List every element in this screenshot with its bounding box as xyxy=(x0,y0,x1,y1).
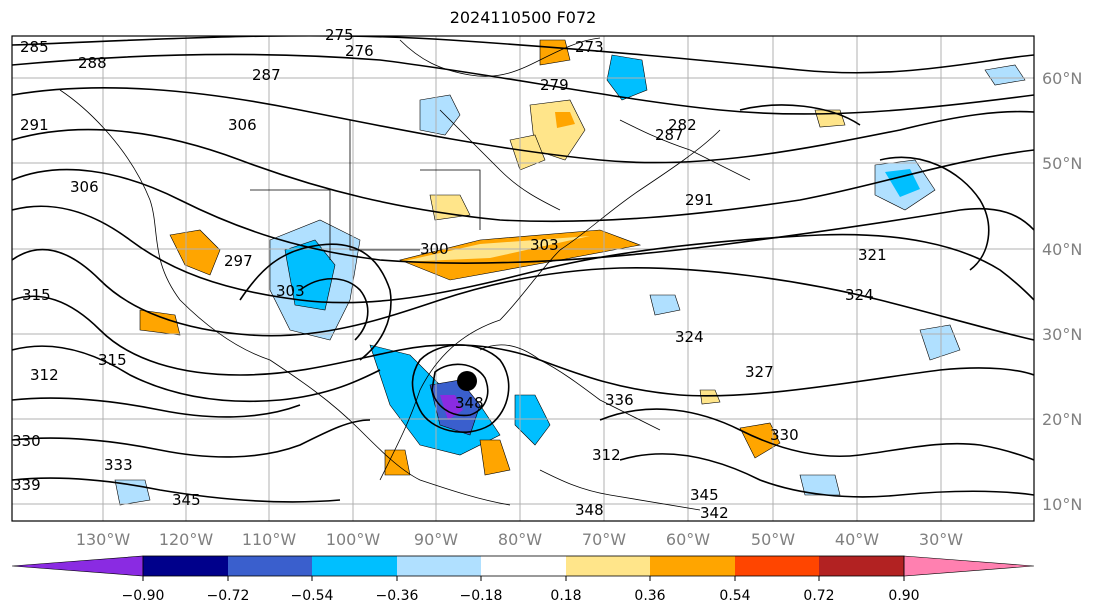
contour-label: 336 xyxy=(605,391,634,409)
contour-label: 279 xyxy=(540,76,569,94)
contour-label: 321 xyxy=(858,246,887,264)
contour-label: 285 xyxy=(20,38,49,56)
colorbar-tick-label: −0.90 xyxy=(122,588,165,604)
contour-label: 282 xyxy=(668,116,697,134)
lon-label: 130°W xyxy=(76,530,131,549)
colorbar-ticks xyxy=(142,576,905,581)
colorbar-segment xyxy=(312,556,397,576)
lon-label: 110°W xyxy=(242,530,297,549)
contour-label: 297 xyxy=(224,252,253,270)
colorbar-tick-label: 0.72 xyxy=(803,588,834,604)
longitude-labels: 130°W 120°W 110°W 100°W 90°W 80°W 70°W 6… xyxy=(76,530,963,549)
colorbar-segment xyxy=(11,555,144,577)
colorbar-segment xyxy=(819,556,904,576)
contour-label: 333 xyxy=(104,456,133,474)
lon-label: 80°W xyxy=(498,530,542,549)
colorbar-tick-label: −0.18 xyxy=(460,588,503,604)
contour-label: 275 xyxy=(325,26,354,44)
contour-label: 348 xyxy=(575,501,604,519)
lon-label: 120°W xyxy=(159,530,214,549)
colorbar-tick-label: 0.36 xyxy=(634,588,665,604)
contour-label: 315 xyxy=(98,351,127,369)
lon-label: 30°W xyxy=(919,530,963,549)
contour-label: 288 xyxy=(78,54,107,72)
colorbar-segment xyxy=(228,556,312,576)
colorbar-segment xyxy=(397,556,481,576)
lat-label: 20°N xyxy=(1042,410,1082,429)
colorbar-tick-label: 0.90 xyxy=(888,588,919,604)
contour-label: 306 xyxy=(228,116,257,134)
lat-label: 10°N xyxy=(1042,495,1082,514)
contour-label: 345 xyxy=(172,491,201,509)
map-border xyxy=(11,35,1035,522)
colorbar-segment xyxy=(566,556,650,576)
contour-label: 287 xyxy=(655,126,684,144)
contour-label: 291 xyxy=(20,116,49,134)
contour-label: 287 xyxy=(252,66,281,84)
storm-center-marker xyxy=(457,371,477,391)
latitude-labels: 60°N 50°N 40°N 30°N 20°N 10°N xyxy=(1042,69,1082,514)
contour-label: 306 xyxy=(70,178,99,196)
contour-label: 312 xyxy=(30,366,59,384)
lat-label: 50°N xyxy=(1042,154,1082,173)
contour-label: 339 xyxy=(12,476,41,494)
map-title: 2024110500 F072 xyxy=(449,8,597,27)
colorbar-tick-label: 0.18 xyxy=(550,588,581,604)
colorbar: −0.90 −0.72 −0.54 −0.36 −0.18 0.18 0.36 … xyxy=(11,555,1035,604)
contour-label: 324 xyxy=(845,286,874,304)
colorbar-segment xyxy=(903,555,1035,577)
colorbar-tick-label: −0.54 xyxy=(291,588,334,604)
contour-label: 303 xyxy=(530,236,559,254)
shaded-anomalies xyxy=(114,39,1026,506)
colorbar-segment xyxy=(481,556,566,576)
lat-label: 40°N xyxy=(1042,240,1082,259)
contour-label: 315 xyxy=(22,286,51,304)
height-contours xyxy=(12,36,1034,503)
contour-label: 327 xyxy=(745,363,774,381)
colorbar-tick-label: −0.72 xyxy=(207,588,250,604)
lon-label: 50°W xyxy=(751,530,795,549)
contour-label: 330 xyxy=(12,432,41,450)
contour-label: 300 xyxy=(420,240,449,258)
lon-label: 70°W xyxy=(582,530,626,549)
colorbar-segment xyxy=(143,556,228,576)
lat-label: 30°N xyxy=(1042,325,1082,344)
contour-label: 345 xyxy=(690,486,719,504)
contour-label: 348 xyxy=(455,394,484,412)
lon-label: 60°W xyxy=(666,530,710,549)
contour-label: 276 xyxy=(345,42,374,60)
contour-label: 342 xyxy=(700,504,729,522)
contour-label: 273 xyxy=(575,38,604,56)
coastlines xyxy=(59,37,751,511)
contour-label: 330 xyxy=(770,426,799,444)
lon-label: 40°W xyxy=(835,530,879,549)
colorbar-tick-label: 0.54 xyxy=(719,588,750,604)
lat-label: 60°N xyxy=(1042,69,1082,88)
colorbar-segment xyxy=(650,556,735,576)
lon-label: 90°W xyxy=(414,530,458,549)
colorbar-segment xyxy=(735,556,819,576)
lat-lon-grid xyxy=(12,36,1034,521)
lon-label: 100°W xyxy=(326,530,381,549)
contour-labels: 285 288 276 275 273 287 291 306 306 315 … xyxy=(12,26,887,522)
colorbar-tick-label: −0.36 xyxy=(376,588,419,604)
contour-label: 291 xyxy=(685,191,714,209)
contour-label: 324 xyxy=(675,328,704,346)
contour-label: 303 xyxy=(276,282,305,300)
contour-label: 312 xyxy=(592,446,621,464)
